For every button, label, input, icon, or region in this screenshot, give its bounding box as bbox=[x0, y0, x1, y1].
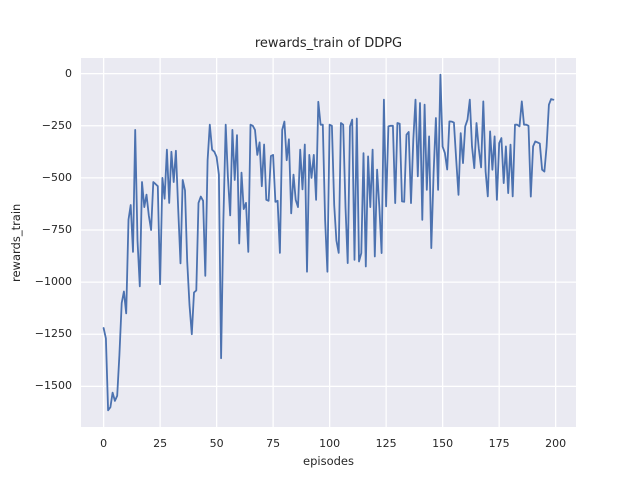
y-axis-label: rewards_train bbox=[9, 203, 23, 282]
chart-title: rewards_train of DDPG bbox=[254, 36, 403, 51]
y-tick-label: −1000 bbox=[34, 275, 72, 289]
y-tick-label: −1500 bbox=[34, 379, 72, 393]
plot-area bbox=[81, 58, 576, 427]
y-tick-label: −1250 bbox=[34, 327, 72, 341]
chart-canvas bbox=[81, 58, 576, 427]
line-series-rewards_train bbox=[102, 73, 555, 412]
y-tick-label: −750 bbox=[41, 222, 72, 236]
x-tick-label: 175 bbox=[488, 437, 510, 450]
x-tick-label: 25 bbox=[153, 437, 168, 450]
x-tick-label: 50 bbox=[209, 437, 224, 450]
x-tick-label: 75 bbox=[266, 437, 281, 450]
x-axis-label: episodes bbox=[303, 454, 354, 468]
x-tick-label: 200 bbox=[545, 437, 567, 450]
y-tick-label: −500 bbox=[41, 170, 72, 184]
x-tick-label: 125 bbox=[375, 437, 397, 450]
y-tick-label: 0 bbox=[65, 66, 72, 80]
x-tick-label: 100 bbox=[319, 437, 341, 450]
y-tick-label: −250 bbox=[41, 118, 72, 132]
x-tick-label: 0 bbox=[100, 437, 108, 450]
x-tick-label: 150 bbox=[432, 437, 454, 450]
